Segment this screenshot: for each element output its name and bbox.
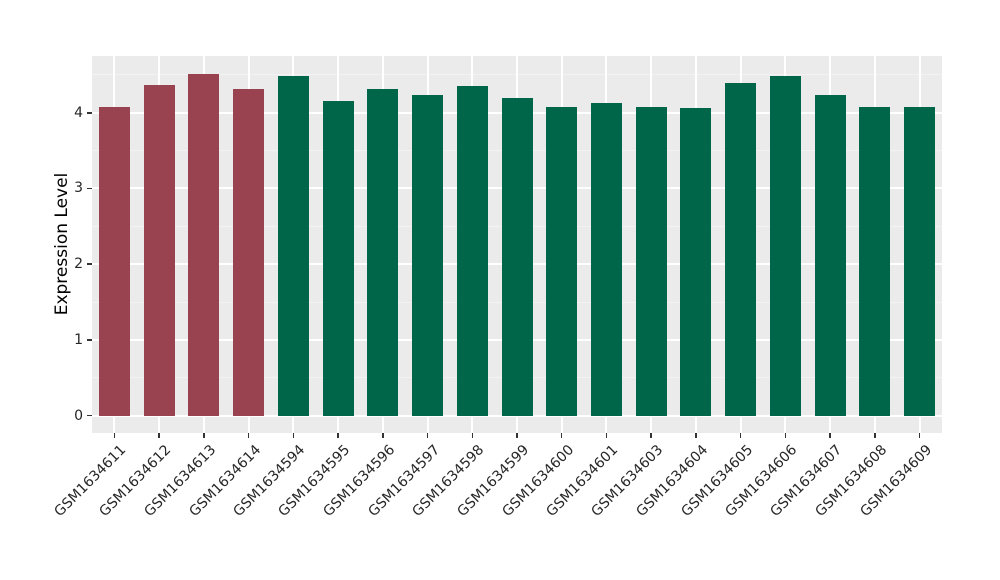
x-tick-mark <box>516 433 518 438</box>
y-tick-label: 3 <box>74 180 83 197</box>
x-tick-mark <box>203 433 205 438</box>
bar-GSM1634614 <box>233 89 265 416</box>
bar-GSM1634606 <box>769 75 801 416</box>
bar-GSM1634605 <box>725 83 757 416</box>
y-tick-label: 4 <box>74 104 83 121</box>
bar-GSM1634596 <box>367 88 399 416</box>
x-tick-mark <box>739 433 742 438</box>
bar-GSM1634611 <box>98 107 130 416</box>
x-tick-mark <box>695 433 697 438</box>
x-tick-mark <box>605 433 608 438</box>
y-tick-mark <box>87 112 92 114</box>
y-tick-mark <box>87 187 92 190</box>
y-tick-mark <box>87 263 92 265</box>
x-tick-label: GSM1634609 <box>857 442 935 520</box>
bar-GSM1634607 <box>814 94 846 416</box>
x-tick-mark <box>337 433 339 438</box>
y-tick-label: 1 <box>74 331 83 348</box>
x-tick-mark <box>158 433 160 438</box>
x-tick-mark <box>292 433 295 438</box>
bar-GSM1634604 <box>680 108 712 416</box>
x-tick-mark <box>829 433 831 438</box>
bar-GSM1634599 <box>501 97 533 416</box>
bar-GSM1634600 <box>546 107 578 416</box>
y-tick-label: 0 <box>74 407 83 424</box>
bar-GSM1634597 <box>412 94 444 416</box>
y-tick-mark <box>87 414 92 417</box>
x-tick-mark <box>426 433 429 438</box>
bar-GSM1634608 <box>859 107 891 416</box>
x-tick-mark <box>918 433 921 438</box>
bar-GSM1634612 <box>143 84 175 416</box>
x-tick-mark <box>247 433 250 438</box>
bar-GSM1634595 <box>322 101 354 416</box>
x-tick-mark <box>382 433 384 438</box>
x-tick-mark <box>874 433 876 438</box>
y-tick-mark <box>87 339 92 341</box>
bar-GSM1634613 <box>188 74 220 416</box>
bar-GSM1634601 <box>590 102 622 416</box>
bar-GSM1634598 <box>456 85 488 416</box>
x-tick-mark <box>784 433 787 438</box>
x-tick-mark <box>113 433 116 438</box>
bar-GSM1634609 <box>904 106 936 416</box>
x-tick-mark <box>471 433 473 438</box>
bar-GSM1634594 <box>277 76 309 416</box>
bar-GSM1634603 <box>635 106 667 416</box>
x-tick-mark <box>650 433 652 438</box>
y-tick-label: 2 <box>74 256 83 273</box>
x-tick-mark <box>560 433 563 438</box>
